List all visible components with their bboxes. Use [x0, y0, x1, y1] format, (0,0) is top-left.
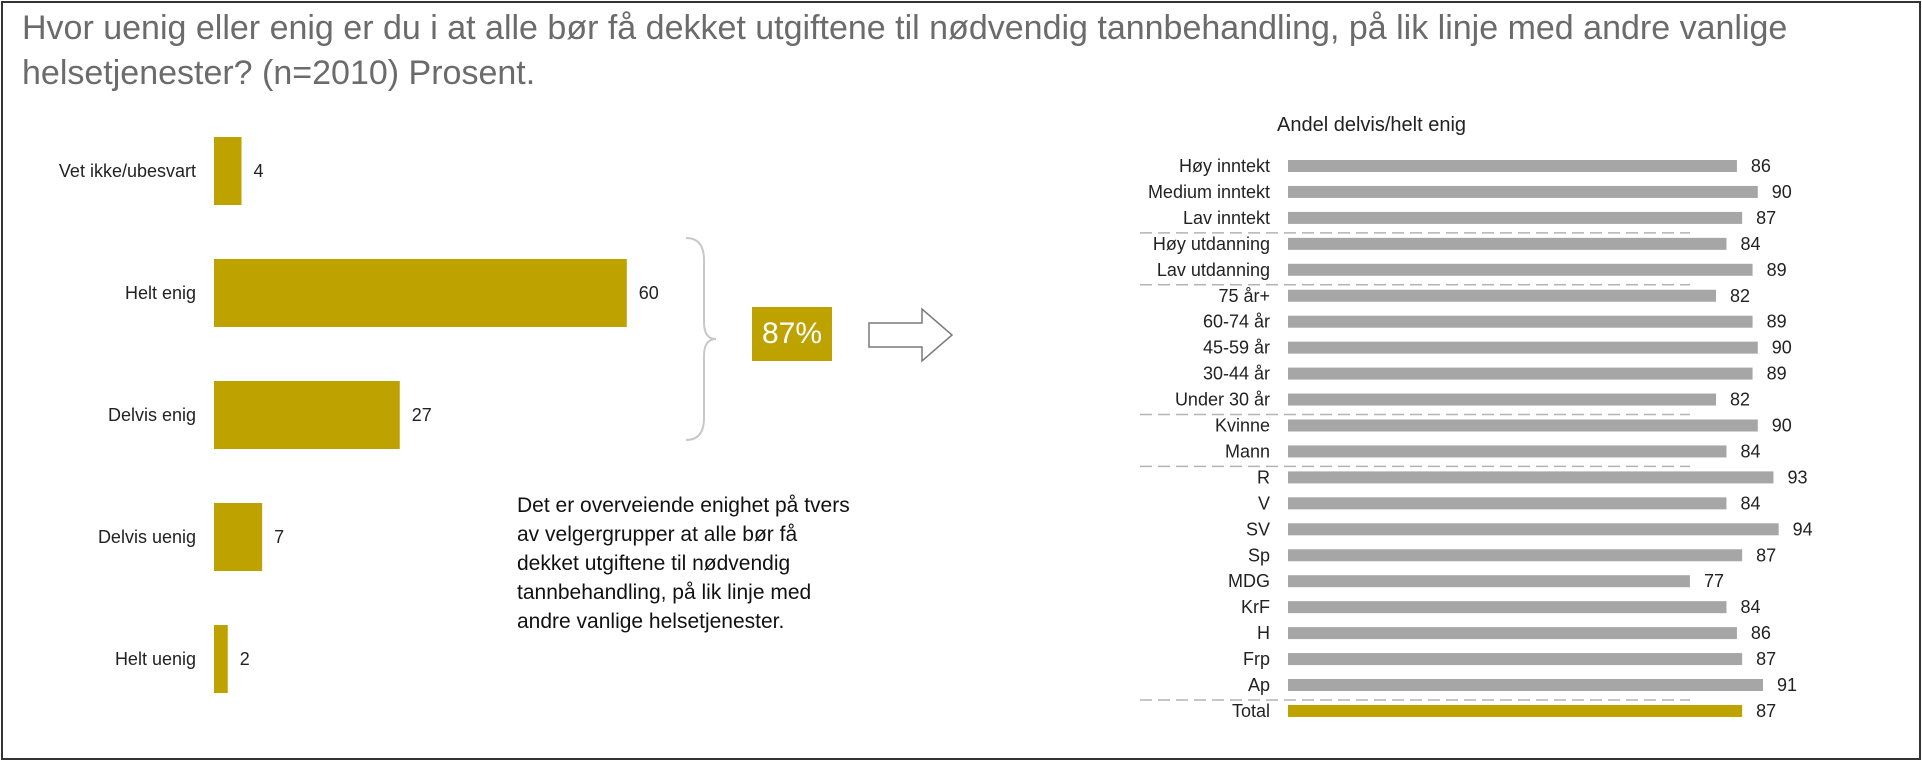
category-label: Delvis enig	[108, 405, 196, 425]
overall-bar-chart: Vet ikke/ubesvart 4 Helt enig 60 Delvis enig…	[59, 137, 659, 693]
category-label: Delvis uenig	[98, 527, 196, 547]
data-label: 27	[412, 405, 432, 425]
data-label: 60	[639, 283, 659, 303]
brace-icon	[685, 237, 717, 441]
summary-note: Det er overveiende enighet på tvers av v…	[517, 494, 850, 633]
bar	[214, 381, 400, 449]
bar	[214, 625, 228, 693]
category-label: Vet ikke/ubesvart	[59, 161, 196, 181]
group-chart-title: Andel delvis/helt enig	[1277, 114, 1467, 136]
summary-badge: 87%	[752, 307, 832, 361]
category-label: Helt enig	[125, 283, 196, 303]
arrow-right-icon	[868, 307, 954, 363]
data-label: 4	[254, 161, 264, 181]
category-label: Helt uenig	[115, 649, 196, 669]
chart-title: Hvor uenig eller enig er du i at alle bø…	[22, 9, 1788, 92]
data-label: 7	[274, 527, 284, 547]
bar	[214, 137, 242, 205]
data-label: 2	[240, 649, 250, 669]
bar	[214, 503, 263, 571]
bar	[214, 259, 627, 327]
